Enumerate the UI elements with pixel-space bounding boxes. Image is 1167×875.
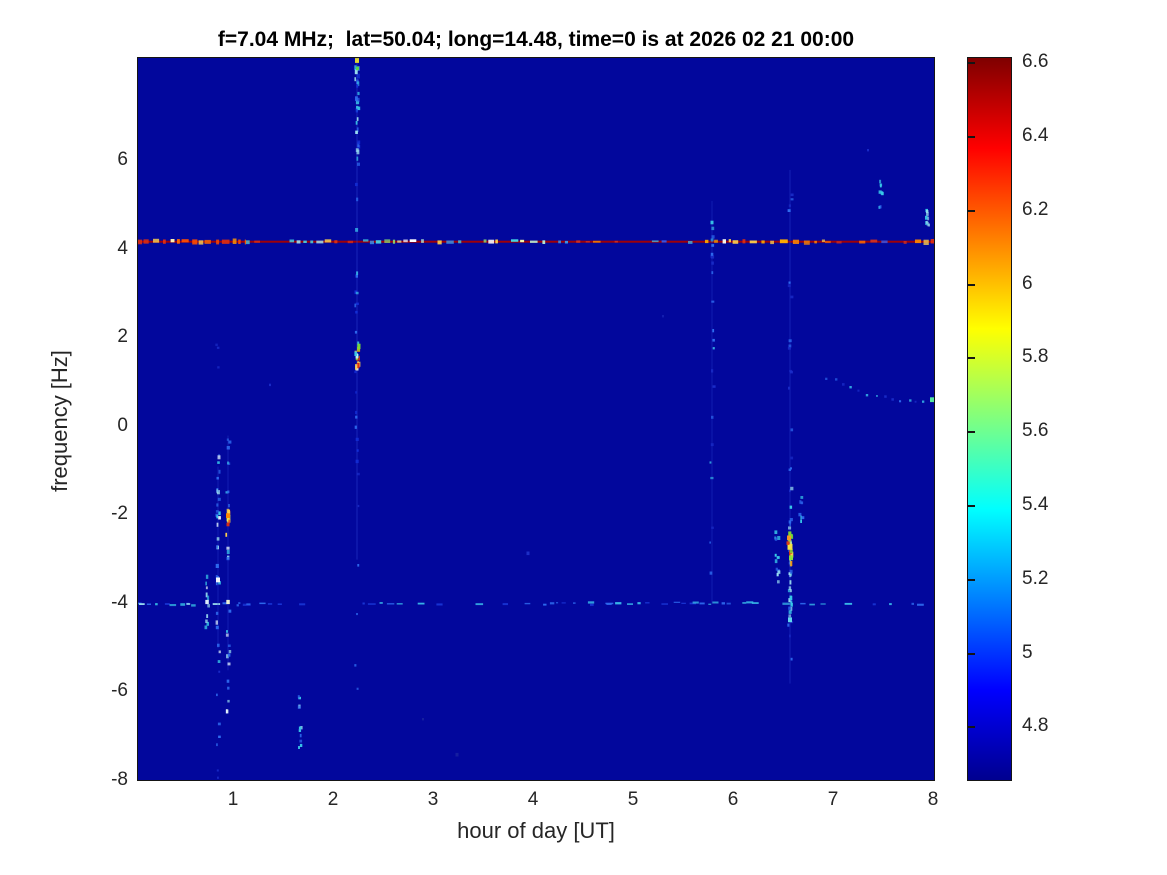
chart-title: f=7.04 MHz; lat=50.04; long=14.48, time=… xyxy=(217,28,855,51)
colorbar-tick xyxy=(968,726,975,729)
y-tick-label: -8 xyxy=(111,769,128,790)
y-axis-label: frequency [Hz] xyxy=(47,350,72,492)
colorbar-tick-label: 5.2 xyxy=(1022,567,1049,589)
colorbar-tick-label: 5 xyxy=(1022,641,1033,663)
colorbar-tick-label: 6 xyxy=(1022,272,1033,294)
x-tick-label: 5 xyxy=(627,789,639,810)
x-tick-label: 1 xyxy=(227,789,239,810)
y-tick-label: -6 xyxy=(111,680,128,702)
colorbar-tick xyxy=(968,431,975,434)
colorbar-tick-label: 5.6 xyxy=(1022,420,1049,442)
y-tick-label: 0 xyxy=(117,414,128,436)
colorbar-tick-label: 6.2 xyxy=(1022,198,1049,220)
colorbar-tick-label: 5.4 xyxy=(1022,494,1049,516)
x-tick-label: 3 xyxy=(427,789,439,810)
x-tick-label: 2 xyxy=(327,789,339,810)
x-tick-label: 4 xyxy=(527,789,539,810)
colorbar-tick-label: 5.8 xyxy=(1022,346,1049,368)
colorbar xyxy=(967,57,1012,781)
y-tick-label: 2 xyxy=(117,326,128,348)
y-tick-label: -4 xyxy=(111,591,128,613)
x-tick-label: 7 xyxy=(827,789,839,810)
plot-area xyxy=(137,57,935,781)
colorbar-tick xyxy=(968,283,975,286)
colorbar-tick xyxy=(968,357,975,360)
y-tick-label: 6 xyxy=(117,149,128,171)
colorbar-tick xyxy=(968,578,975,581)
colorbar-tick-label: 4.8 xyxy=(1022,715,1049,737)
colorbar-tick xyxy=(968,136,975,139)
colorbar-tick xyxy=(968,505,975,508)
y-tick-label: -2 xyxy=(111,503,128,525)
y-tick-label: 4 xyxy=(117,237,128,259)
spectrogram-svg xyxy=(137,57,935,781)
x-tick-label: 6 xyxy=(727,789,739,810)
colorbar-tick xyxy=(968,209,975,212)
x-axis-label: hour of day [UT] xyxy=(457,818,615,843)
colorbar-tick xyxy=(968,652,975,655)
colorbar-tick-label: 6.4 xyxy=(1022,125,1049,147)
colorbar-tick-label: 6.6 xyxy=(1022,51,1049,73)
x-tick-label: 8 xyxy=(927,789,939,810)
colorbar-tick xyxy=(968,62,975,65)
